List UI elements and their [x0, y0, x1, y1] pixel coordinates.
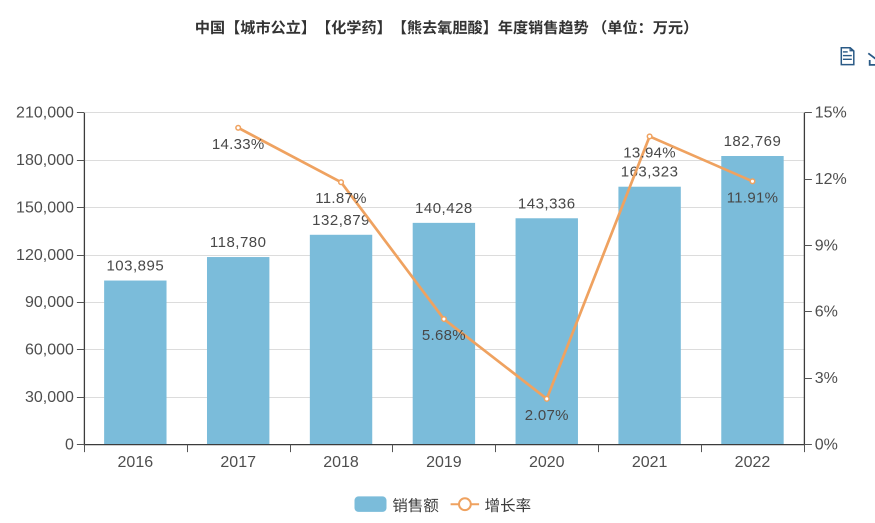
svg-text:140,428: 140,428: [415, 200, 473, 217]
svg-text:6%: 6%: [815, 304, 838, 321]
svg-text:15%: 15%: [815, 105, 847, 122]
svg-text:11.87%: 11.87%: [315, 190, 367, 207]
svg-text:103,895: 103,895: [106, 258, 164, 275]
svg-text:143,336: 143,336: [518, 195, 576, 212]
svg-text:90,000: 90,000: [25, 294, 74, 311]
svg-text:2019: 2019: [426, 454, 462, 471]
svg-text:180,000: 180,000: [16, 152, 74, 169]
svg-text:5.68%: 5.68%: [422, 327, 466, 344]
svg-text:150,000: 150,000: [16, 199, 74, 216]
svg-text:120,000: 120,000: [16, 247, 74, 264]
svg-text:210,000: 210,000: [16, 105, 74, 122]
svg-text:14.33%: 14.33%: [212, 136, 265, 153]
svg-text:132,879: 132,879: [312, 212, 370, 229]
svg-text:2020: 2020: [529, 454, 565, 471]
svg-text:2021: 2021: [632, 454, 668, 471]
svg-text:2022: 2022: [735, 454, 771, 471]
svg-text:13.94%: 13.94%: [623, 144, 676, 161]
svg-text:9%: 9%: [815, 237, 838, 254]
svg-text:2018: 2018: [323, 454, 359, 471]
svg-text:163,323: 163,323: [621, 164, 679, 181]
svg-text:3%: 3%: [815, 370, 838, 387]
svg-text:12%: 12%: [815, 171, 847, 188]
svg-text:182,769: 182,769: [724, 133, 782, 150]
svg-text:0: 0: [65, 436, 74, 453]
svg-text:118,780: 118,780: [210, 234, 267, 251]
svg-text:0%: 0%: [815, 436, 838, 453]
svg-text:60,000: 60,000: [25, 342, 74, 359]
svg-text:11.91%: 11.91%: [727, 189, 779, 206]
svg-text:2.07%: 2.07%: [525, 407, 569, 424]
svg-text:2017: 2017: [220, 454, 256, 471]
svg-text:30,000: 30,000: [25, 389, 74, 406]
svg-text:2016: 2016: [118, 454, 154, 471]
